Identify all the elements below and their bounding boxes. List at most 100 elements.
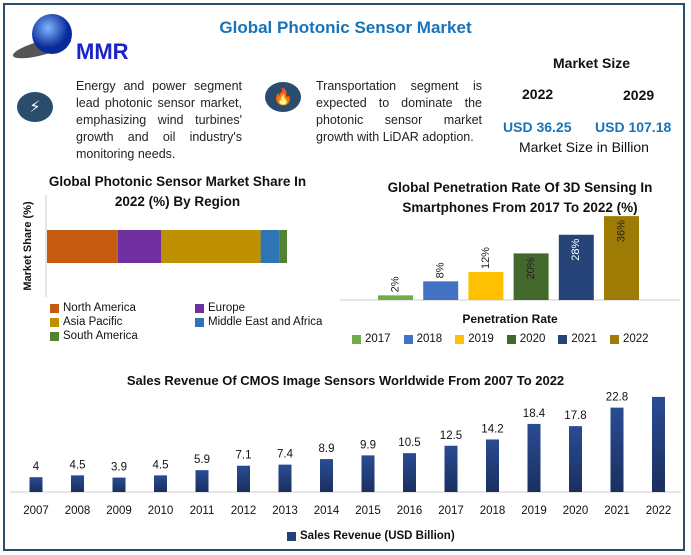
value-2022: USD 36.25 (503, 119, 572, 135)
penetration-legend: 2017 2018 2019 2020 2021 2022 (352, 333, 649, 345)
mmr-logo: MMR (12, 14, 129, 64)
legend-swatch (195, 317, 204, 327)
legend-swatch (558, 334, 568, 344)
x-tick-2017: 2017 (438, 505, 464, 517)
legend-item: 2021 (558, 333, 597, 345)
year-2029: 2029 (623, 87, 655, 103)
insight-transportation: Transportation segment is expected to do… (316, 79, 482, 144)
legend-label: 2017 (365, 333, 391, 345)
legend-swatch (50, 303, 59, 313)
legend-swatch (50, 331, 59, 341)
bar-2014 (320, 459, 333, 492)
x-tick-2016: 2016 (397, 505, 423, 517)
legend-item: 2017 (352, 333, 391, 345)
legend-swatch (287, 531, 296, 541)
x-tick-2020: 2020 (563, 505, 589, 517)
legend-label: 2021 (571, 333, 597, 345)
legend-swatch (506, 334, 516, 344)
bar-segment-north-america (47, 230, 118, 263)
bar-2019 (527, 423, 541, 492)
data-label-2022: 25.7 (647, 390, 669, 393)
data-label-2020: 20% (525, 257, 537, 279)
bar-2022 (604, 216, 639, 300)
legend-label: 2020 (519, 333, 546, 345)
legend-item: Middle East and Africa (195, 316, 340, 328)
x-tick-2011: 2011 (190, 505, 215, 517)
bar-segment-south-america (279, 230, 287, 263)
flame-icon: 🔥 (265, 82, 301, 112)
data-label-2021: 22.8 (606, 392, 628, 404)
x-tick-2012: 2012 (231, 505, 257, 517)
legend-label: South America (63, 330, 138, 342)
legend-label: 2019 (468, 333, 494, 345)
bar-2018 (486, 439, 499, 492)
bar-2021 (610, 407, 624, 492)
legend-label: 2022 (622, 333, 649, 345)
data-label-2013: 7.4 (277, 449, 294, 461)
cmos-chart-title: Sales Revenue Of CMOS Image Sensors Worl… (126, 373, 565, 388)
penetration-xlabel: Penetration Rate (462, 312, 558, 326)
legend-label: Sales Revenue (USD Billion) (300, 530, 455, 542)
legend-swatch (352, 334, 361, 344)
cmos-legend: Sales Revenue (USD Billion) (287, 530, 455, 542)
x-tick-2008: 2008 (65, 505, 91, 517)
bar-2022 (652, 396, 665, 492)
legend-item: 2018 (403, 333, 443, 345)
bar-2008 (71, 475, 84, 492)
bar-2012 (237, 465, 250, 492)
legend-swatch (195, 303, 204, 313)
infographic-frame (3, 3, 685, 551)
x-tick-2019: 2019 (521, 505, 547, 517)
x-tick-2018: 2018 (480, 505, 506, 517)
bar-2017 (378, 295, 413, 300)
legend-label: 2018 (416, 333, 443, 345)
bar-2010 (154, 475, 167, 492)
data-label-2015: 9.9 (360, 439, 376, 451)
data-label-2016: 10.5 (398, 437, 420, 449)
x-tick-2010: 2010 (148, 505, 174, 517)
penetration-chart: 2% 8% 12% 20% 28% 36% (340, 216, 680, 301)
x-tick-2015: 2015 (355, 505, 381, 517)
data-label-2014: 8.9 (319, 443, 335, 455)
x-tick-2007: 2007 (23, 505, 49, 517)
bar-2021 (558, 234, 594, 300)
region-share-chart (45, 195, 287, 297)
penetration-chart-title: Global Penetration Rate Of 3D Sensing In… (387, 180, 653, 215)
bar-segment-middle-east-and-africa (260, 230, 280, 263)
bar-segment-europe (117, 230, 161, 263)
bar-2020 (569, 426, 582, 492)
legend-item: 2020 (506, 333, 546, 345)
data-label-2019: 18.4 (523, 408, 546, 420)
legend-item: 2019 (455, 333, 494, 345)
legend-label: Europe (208, 302, 246, 314)
data-label-2011: 5.9 (194, 454, 210, 466)
data-label-2017: 12.5 (440, 430, 462, 442)
legend-label: North America (63, 302, 136, 314)
data-label-2022: 36% (615, 220, 627, 242)
region-chart-title: Global Photonic Sensor Market Share In 2… (48, 174, 307, 209)
legend-label: Asia Pacific (63, 316, 123, 328)
legend-label: Middle East and Africa (208, 316, 323, 328)
legend-swatch (609, 334, 619, 344)
x-tick-2013: 2013 (272, 505, 298, 517)
legend-item: 2022 (609, 333, 649, 345)
legend-item: Asia Pacific (50, 316, 195, 328)
data-label-2010: 4.5 (153, 459, 169, 471)
data-label-2007: 4 (33, 461, 40, 473)
market-size-unit: Market Size in Billion (519, 139, 649, 155)
x-tick-2009: 2009 (106, 505, 132, 517)
value-2029: USD 107.18 (595, 119, 672, 135)
svg-text:MMR: MMR (76, 39, 129, 64)
legend-item: Europe (195, 302, 340, 314)
data-label-2021: 28% (570, 239, 582, 261)
bar-2015 (361, 455, 375, 492)
data-label-2009: 3.9 (111, 462, 127, 474)
data-label-2020: 17.8 (564, 410, 586, 422)
data-label-2018: 8% (435, 262, 447, 278)
legend-item: South America (50, 330, 195, 342)
bar-2009 (112, 477, 126, 492)
data-label-2017: 2% (389, 276, 401, 292)
bar-2016 (403, 453, 416, 492)
region-legend: North America Europe Asia Pacific Middle Ea… (50, 302, 340, 342)
data-label-2012: 7.1 (236, 450, 252, 462)
